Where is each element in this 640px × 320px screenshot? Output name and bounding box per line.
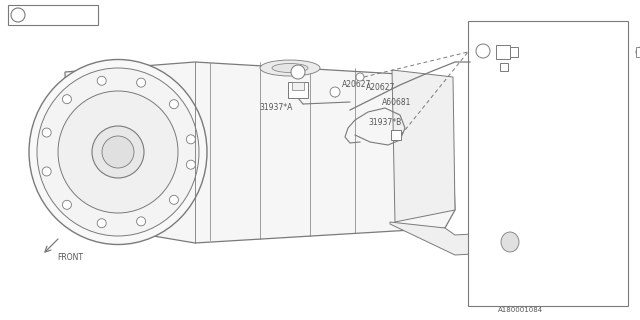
Circle shape [42, 128, 51, 137]
Circle shape [136, 217, 145, 226]
Bar [468, 21, 628, 306]
Circle shape [636, 47, 640, 57]
Polygon shape [392, 70, 455, 222]
Text: G91327: G91327 [41, 11, 74, 20]
Ellipse shape [58, 91, 178, 213]
Text: 1: 1 [296, 69, 300, 75]
Ellipse shape [496, 226, 524, 258]
Circle shape [11, 8, 25, 22]
Text: 31937*A: 31937*A [476, 27, 509, 36]
Circle shape [330, 87, 340, 97]
Bar [288, 82, 308, 98]
Circle shape [356, 73, 364, 81]
Bar [636, 47, 640, 57]
Ellipse shape [260, 60, 320, 76]
Text: 24030: 24030 [573, 161, 597, 170]
Polygon shape [65, 62, 455, 243]
Circle shape [136, 78, 145, 87]
Circle shape [170, 195, 179, 204]
Text: 31937*B: 31937*B [368, 117, 401, 126]
Ellipse shape [29, 60, 207, 244]
Text: 1: 1 [15, 11, 20, 20]
Text: 1: 1 [481, 48, 485, 54]
Circle shape [97, 76, 106, 85]
Text: A60681: A60681 [382, 98, 412, 107]
Bar [510, 47, 518, 57]
Text: A20627: A20627 [342, 79, 371, 89]
Ellipse shape [272, 63, 308, 73]
Bar [391, 130, 401, 140]
Bar [500, 63, 508, 71]
Circle shape [97, 219, 106, 228]
Circle shape [186, 160, 195, 169]
Bar [292, 82, 304, 90]
Bar [496, 45, 510, 59]
Ellipse shape [501, 232, 519, 252]
Ellipse shape [37, 68, 199, 236]
Ellipse shape [92, 126, 144, 178]
Polygon shape [390, 222, 510, 255]
Text: FRONT: FRONT [57, 253, 83, 262]
Circle shape [63, 200, 72, 209]
Circle shape [291, 65, 305, 79]
Circle shape [63, 95, 72, 104]
Bar [8, 5, 98, 25]
Circle shape [42, 167, 51, 176]
Text: A20627: A20627 [573, 35, 602, 44]
Circle shape [170, 100, 179, 109]
Text: 31937*A: 31937*A [259, 102, 292, 111]
Circle shape [476, 44, 490, 58]
Text: A20627: A20627 [366, 83, 396, 92]
Text: A180001084: A180001084 [497, 307, 543, 313]
Ellipse shape [102, 136, 134, 168]
Circle shape [186, 135, 195, 144]
